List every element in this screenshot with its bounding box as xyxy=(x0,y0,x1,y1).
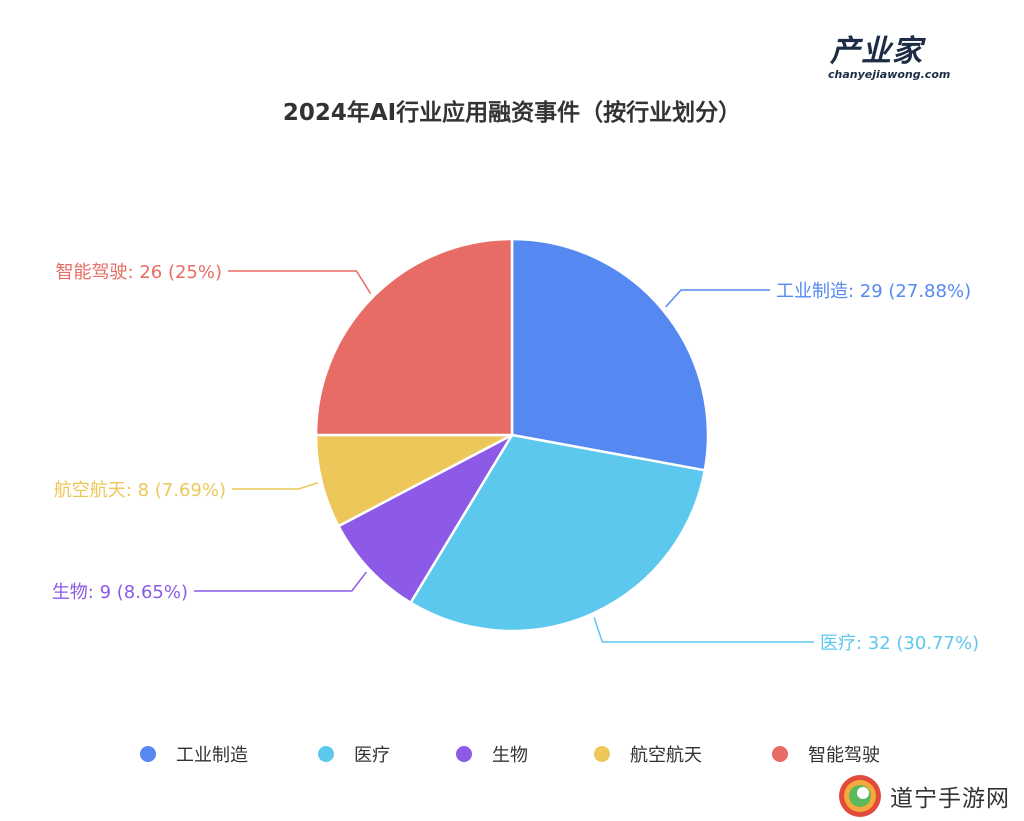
legend-item: 工业制造 xyxy=(140,736,248,772)
leader-line xyxy=(665,289,770,308)
legend-item: 航空航天 xyxy=(594,736,702,772)
slice-label: 医疗: 32 (30.77%) xyxy=(820,633,979,654)
legend-swatch xyxy=(772,746,788,762)
legend-label: 工业制造 xyxy=(176,745,248,766)
site-logo: 产业家 chanyejiawong.com xyxy=(826,34,972,88)
legend-item: 智能驾驶 xyxy=(772,736,880,772)
pie-slice xyxy=(314,433,514,528)
legend-item: 医疗 xyxy=(318,736,390,772)
watermark-logo-icon xyxy=(839,775,881,817)
legend-item: 生物 xyxy=(456,736,528,772)
legend-swatch xyxy=(140,746,156,762)
watermark-text: 道宁手游网 xyxy=(890,786,1010,812)
slice-label: 智能驾驶: 26 (25%) xyxy=(56,262,222,283)
pie-slice xyxy=(337,433,514,604)
legend-swatch xyxy=(456,746,472,762)
legend-swatch xyxy=(594,746,610,762)
legend-label: 航空航天 xyxy=(630,745,702,766)
logo-main-text: 产业家 xyxy=(830,34,923,69)
leader-line xyxy=(593,617,814,643)
leader-line xyxy=(228,270,372,294)
pie-slice xyxy=(409,433,707,633)
legend-label: 智能驾驶 xyxy=(808,745,880,766)
slice-label: 工业制造: 29 (27.88%) xyxy=(776,281,971,302)
legend-label: 生物 xyxy=(492,745,528,766)
leader-line xyxy=(232,482,319,490)
logo-sub-text: chanyejiawong.com xyxy=(828,68,951,81)
pie-slice xyxy=(510,237,710,472)
slice-label: 生物: 9 (8.65%) xyxy=(52,582,188,603)
chart-title: 2024年AI行业应用融资事件（按行业划分） xyxy=(282,100,742,126)
legend-swatch xyxy=(318,746,334,762)
legend-label: 医疗 xyxy=(354,745,390,766)
pie-slice xyxy=(314,237,514,437)
chart-legend: 工业制造 医疗 生物 航空航天 智能驾驶 xyxy=(0,736,1024,772)
slice-label: 航空航天: 8 (7.69%) xyxy=(54,480,226,501)
pie-chart: 工业制造: 29 (27.88%) 医疗: 32 (30.77%) 生物: 9 (8… xyxy=(52,237,979,654)
leader-line xyxy=(194,571,367,592)
watermark: 道宁手游网 xyxy=(836,772,1020,820)
